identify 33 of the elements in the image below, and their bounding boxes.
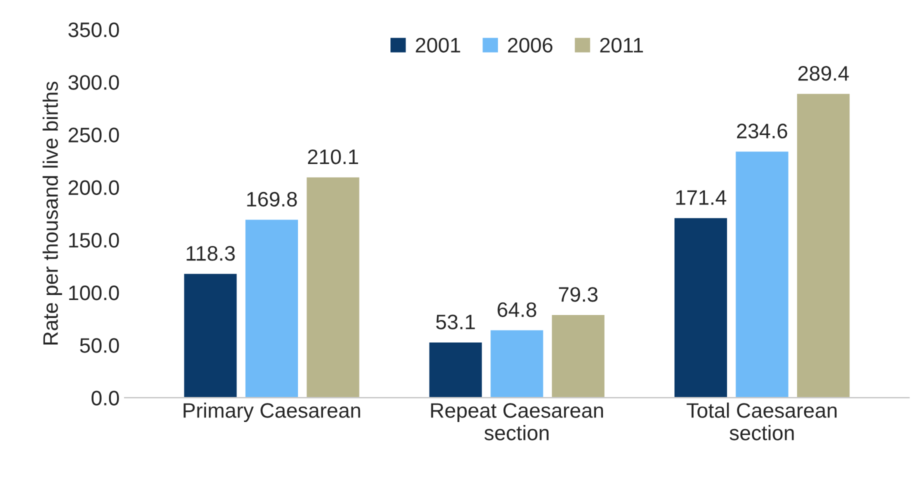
x-tick-label: Repeat Caesarean section: [431, 403, 603, 440]
data-label: 234.6: [737, 124, 788, 138]
y-tick-label: 350.0: [68, 22, 119, 38]
data-label: 53.1: [436, 314, 475, 330]
bar: [305, 176, 361, 398]
y-axis-title: Rate per thousand live births: [42, 82, 62, 344]
y-tick-label: 150.0: [69, 232, 119, 248]
data-label: 171.4: [676, 190, 726, 205]
data-label: 169.8: [247, 192, 297, 207]
y-tick-label: 250.0: [68, 128, 119, 142]
data-label: 210.1: [308, 149, 358, 164]
bar: [244, 218, 300, 398]
bar: [796, 92, 852, 398]
legend-label: 2006: [508, 38, 552, 53]
data-label: 118.3: [186, 246, 235, 261]
x-tick-label: Total Caesarean section: [686, 402, 837, 440]
x-tick-label: Primary Caesarean: [184, 402, 360, 422]
y-tick-label: 0.0: [92, 390, 119, 406]
bar: [673, 216, 728, 398]
y-tick-label: 200.0: [68, 180, 119, 196]
bar: [550, 314, 606, 398]
data-label: 79.3: [558, 287, 598, 302]
data-label: 289.4: [798, 66, 849, 81]
bar: [182, 272, 238, 398]
bar: [428, 341, 484, 398]
legend-label: 2001: [416, 38, 460, 53]
bar: [734, 150, 790, 398]
y-tick-label: 50.0: [80, 338, 119, 353]
data-label: 64.8: [498, 302, 536, 318]
y-tick-label: 100.0: [69, 285, 119, 300]
legend-label: 2011: [600, 38, 643, 53]
bar: [489, 328, 545, 398]
y-tick-label: 300.0: [68, 75, 119, 90]
